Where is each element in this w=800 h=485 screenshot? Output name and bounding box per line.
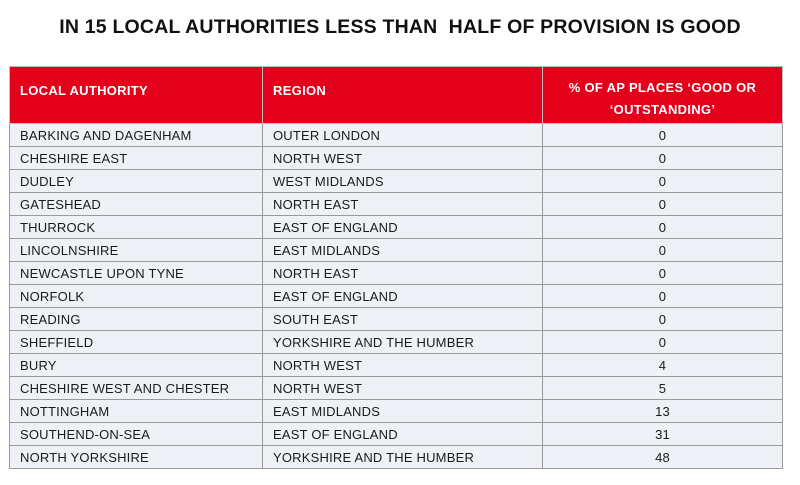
table-row: BARKING AND DAGENHAM OUTER LONDON 0 bbox=[9, 123, 783, 147]
cell-region: EAST MIDLANDS bbox=[262, 399, 543, 423]
table-row: CHESHIRE WEST AND CHESTER NORTH WEST 5 bbox=[9, 376, 783, 400]
cell-percentage: 0 bbox=[542, 215, 783, 239]
cell-region: EAST OF ENGLAND bbox=[262, 422, 543, 446]
table-row: SHEFFIELD YORKSHIRE AND THE HUMBER 0 bbox=[9, 330, 783, 354]
cell-local-authority: GATESHEAD bbox=[9, 192, 263, 216]
cell-percentage: 0 bbox=[542, 261, 783, 285]
table-row: NOTTINGHAM EAST MIDLANDS 13 bbox=[9, 399, 783, 423]
cell-local-authority: THURROCK bbox=[9, 215, 263, 239]
cell-percentage: 0 bbox=[542, 284, 783, 308]
cell-local-authority: BURY bbox=[9, 353, 263, 377]
header-percentage: % OF AP PLACES ‘GOOD OR ‘OUTSTANDING’ bbox=[542, 66, 783, 124]
cell-local-authority: NEWCASTLE UPON TYNE bbox=[9, 261, 263, 285]
cell-local-authority: BARKING AND DAGENHAM bbox=[9, 123, 263, 147]
cell-region: WEST MIDLANDS bbox=[262, 169, 543, 193]
table-row: NORTH YORKSHIRE YORKSHIRE AND THE HUMBER 4… bbox=[9, 445, 783, 469]
cell-local-authority: CHESHIRE EAST bbox=[9, 146, 263, 170]
table-row: NEWCASTLE UPON TYNE NORTH EAST 0 bbox=[9, 261, 783, 285]
table-row: BURY NORTH WEST 4 bbox=[9, 353, 783, 377]
cell-local-authority: NORTH YORKSHIRE bbox=[9, 445, 263, 469]
cell-local-authority: DUDLEY bbox=[9, 169, 263, 193]
cell-percentage: 0 bbox=[542, 307, 783, 331]
cell-percentage: 48 bbox=[542, 445, 783, 469]
cell-percentage: 0 bbox=[542, 192, 783, 216]
cell-local-authority: SHEFFIELD bbox=[9, 330, 263, 354]
authorities-table: LOCAL AUTHORITY REGION % OF AP PLACES ‘G… bbox=[9, 66, 783, 469]
cell-region: SOUTH EAST bbox=[262, 307, 543, 331]
cell-percentage: 0 bbox=[542, 123, 783, 147]
table-row: GATESHEAD NORTH EAST 0 bbox=[9, 192, 783, 216]
cell-percentage: 4 bbox=[542, 353, 783, 377]
cell-percentage: 0 bbox=[542, 146, 783, 170]
cell-region: NORTH EAST bbox=[262, 192, 543, 216]
cell-region: YORKSHIRE AND THE HUMBER bbox=[262, 330, 543, 354]
cell-percentage: 31 bbox=[542, 422, 783, 446]
cell-local-authority: NOTTINGHAM bbox=[9, 399, 263, 423]
cell-region: YORKSHIRE AND THE HUMBER bbox=[262, 445, 543, 469]
table-row: CHESHIRE EAST NORTH WEST 0 bbox=[9, 146, 783, 170]
cell-region: EAST OF ENGLAND bbox=[262, 215, 543, 239]
cell-region: OUTER LONDON bbox=[262, 123, 543, 147]
cell-local-authority: SOUTHEND-ON-SEA bbox=[9, 422, 263, 446]
cell-region: NORTH EAST bbox=[262, 261, 543, 285]
cell-percentage: 0 bbox=[542, 169, 783, 193]
cell-region: NORTH WEST bbox=[262, 146, 543, 170]
table-body: BARKING AND DAGENHAM OUTER LONDON 0 CHESHIR… bbox=[9, 123, 783, 469]
table-row: DUDLEY WEST MIDLANDS 0 bbox=[9, 169, 783, 193]
header-local-authority: LOCAL AUTHORITY bbox=[9, 66, 263, 124]
cell-local-authority: NORFOLK bbox=[9, 284, 263, 308]
table-header: LOCAL AUTHORITY REGION % OF AP PLACES ‘G… bbox=[9, 66, 783, 124]
cell-region: NORTH WEST bbox=[262, 376, 543, 400]
table-row: THURROCK EAST OF ENGLAND 0 bbox=[9, 215, 783, 239]
table-row: LINCOLNSHIRE EAST MIDLANDS 0 bbox=[9, 238, 783, 262]
cell-region: EAST OF ENGLAND bbox=[262, 284, 543, 308]
cell-region: EAST MIDLANDS bbox=[262, 238, 543, 262]
cell-local-authority: LINCOLNSHIRE bbox=[9, 238, 263, 262]
table-row: NORFOLK EAST OF ENGLAND 0 bbox=[9, 284, 783, 308]
cell-percentage: 0 bbox=[542, 330, 783, 354]
cell-percentage: 5 bbox=[542, 376, 783, 400]
cell-local-authority: CHESHIRE WEST AND CHESTER bbox=[9, 376, 263, 400]
table-row: SOUTHEND-ON-SEA EAST OF ENGLAND 31 bbox=[9, 422, 783, 446]
header-region: REGION bbox=[262, 66, 543, 124]
cell-percentage: 13 bbox=[542, 399, 783, 423]
cell-local-authority: READING bbox=[9, 307, 263, 331]
cell-percentage: 0 bbox=[542, 238, 783, 262]
page-title: IN 15 LOCAL AUTHORITIES LESS THAN HALF O… bbox=[59, 16, 741, 38]
header-row: LOCAL AUTHORITY REGION % OF AP PLACES ‘G… bbox=[9, 66, 783, 124]
table-row: READING SOUTH EAST 0 bbox=[9, 307, 783, 331]
cell-region: NORTH WEST bbox=[262, 353, 543, 377]
